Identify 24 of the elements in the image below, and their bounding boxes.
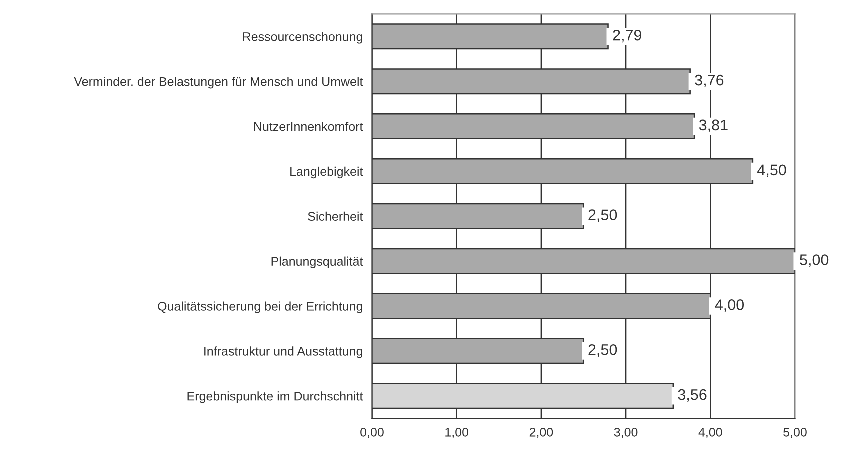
data-label: 2,79 — [613, 30, 642, 43]
x-tick-label: 0,00 — [360, 428, 384, 438]
y-tick-label: Ergebnispunkte im Durchschnitt — [188, 392, 364, 404]
y-tick-label: Infrastruktur und Ausstattung — [204, 346, 362, 358]
data-label: 3,76 — [695, 74, 724, 88]
x-tick-label: 1,00 — [446, 428, 469, 438]
x-tick-label: 2,00 — [530, 428, 554, 438]
x-tick-label: 3,00 — [614, 428, 638, 438]
y-tick-label: Planungsqualität — [272, 256, 364, 268]
y-tick-label: NutzerInnenkomfort — [254, 122, 364, 132]
data-label: 2,50 — [588, 210, 618, 222]
data-label: 5,00 — [800, 254, 829, 268]
data-label: 4,50 — [758, 164, 786, 178]
data-label: 3,81 — [699, 120, 728, 132]
data-label: 4,00 — [715, 300, 744, 312]
y-tick-label: Langlebigkeit — [290, 166, 364, 179]
data-label: 2,50 — [588, 344, 618, 358]
x-tick-label: 4,00 — [698, 428, 722, 438]
x-tick-label: 5,00 — [784, 428, 807, 438]
y-tick-label: Sicherheit — [308, 212, 364, 222]
data-label: 3,56 — [678, 389, 707, 402]
y-tick-label: Verminder. der Belastungen für Mensch und Umwelt — [74, 77, 364, 89]
y-tick-label: Qualitätssicherung bei der Errichtung — [158, 302, 362, 314]
y-tick-label: Ressourcenschonung — [243, 32, 362, 44]
